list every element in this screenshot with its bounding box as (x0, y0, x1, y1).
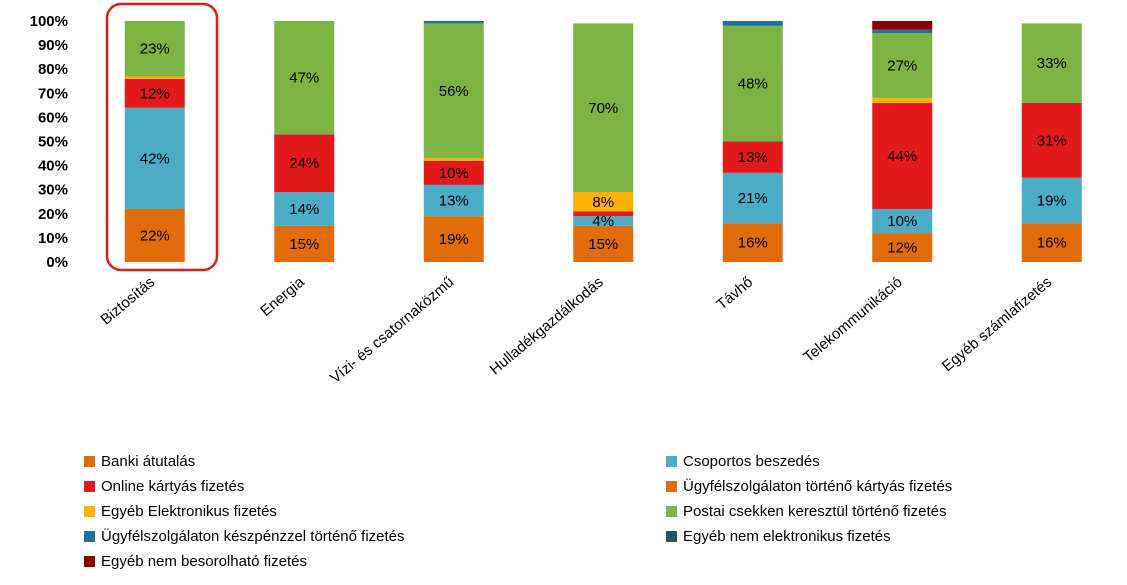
bar-segment (274, 21, 335, 135)
x-category-label: Egyéb számlafizetés (939, 274, 1055, 375)
y-tick-label: 80% (38, 61, 68, 78)
x-category-label: Távhő (713, 274, 756, 314)
y-tick-label: 40% (38, 158, 68, 175)
y-tick-label: 70% (38, 85, 68, 102)
bar-segment (124, 78, 185, 108)
bar-segment (423, 216, 484, 262)
data-label: 12% (887, 240, 917, 257)
data-label: 12% (140, 85, 170, 102)
bar-segment (1021, 23, 1082, 103)
bar-segment (722, 25, 783, 142)
data-label: 14% (289, 201, 319, 218)
data-label: 4% (592, 213, 614, 230)
data-label: 56% (439, 83, 469, 100)
y-tick-label: 0% (46, 254, 68, 271)
data-label: 19% (439, 231, 469, 248)
data-label: 44% (887, 148, 917, 165)
bar-segment (872, 98, 933, 103)
data-label: 42% (140, 150, 170, 167)
data-label: 22% (140, 227, 170, 244)
data-label: 13% (738, 149, 768, 166)
highlight-frame (105, 2, 219, 272)
y-tick-label: 50% (38, 134, 68, 151)
y-tick-label: 90% (38, 37, 68, 54)
data-label: 24% (289, 155, 319, 172)
bar-segment (722, 223, 783, 262)
data-label: 10% (439, 165, 469, 182)
bar-segment (124, 107, 185, 209)
bar-segment (423, 21, 484, 24)
data-label: 47% (289, 70, 319, 87)
y-tick-label: 60% (38, 109, 68, 126)
y-tick-label: 20% (38, 206, 68, 223)
bar-segment (1021, 223, 1082, 262)
x-category-label: Telekommunikáció (800, 274, 905, 366)
data-label: 13% (439, 193, 469, 210)
y-tick-label: 10% (38, 230, 68, 247)
bar-segment (872, 21, 933, 30)
bar-segment (573, 225, 634, 262)
bar-segment (872, 208, 933, 234)
bar-segment (124, 21, 185, 77)
bar-segment (1021, 102, 1082, 178)
bar-segment (872, 233, 933, 262)
bar-segment (423, 158, 484, 161)
data-label: 70% (588, 100, 618, 117)
x-category-label: Energia (257, 273, 308, 320)
bar-segment (573, 192, 634, 212)
data-label: 8% (592, 194, 614, 211)
bar-segment (872, 29, 933, 34)
bar-segment (274, 225, 335, 262)
data-label: 23% (140, 41, 170, 58)
bar-segment (124, 76, 185, 79)
data-label: 16% (1037, 235, 1067, 252)
bar-segment (1021, 177, 1082, 224)
bar-segment (872, 33, 933, 99)
y-tick-label: 30% (38, 182, 68, 199)
data-label: 31% (1037, 132, 1067, 149)
bar-segment (423, 160, 484, 185)
data-label: 15% (289, 236, 319, 253)
bar-segment (722, 21, 783, 26)
x-category-label: Hulladékgazdálkodás (487, 274, 607, 379)
data-label: 21% (738, 190, 768, 207)
data-label: 19% (1037, 193, 1067, 210)
data-label: 16% (738, 235, 768, 252)
x-category-label: Vízi- és csatornaközmű (327, 274, 457, 387)
bar-segment (573, 211, 634, 217)
bar-segment (573, 23, 634, 193)
bar-segment (274, 192, 335, 226)
data-label: 15% (588, 236, 618, 253)
y-tick-label: 100% (30, 13, 68, 30)
bar-segment (573, 216, 634, 226)
bar-segment (124, 208, 185, 262)
data-label: 10% (887, 213, 917, 230)
bar-segment (274, 134, 335, 193)
x-category-label: Biztosítás (98, 274, 159, 329)
bar-segment (722, 141, 783, 173)
bar-segment (722, 172, 783, 224)
bar-segment (872, 102, 933, 209)
data-label: 48% (738, 76, 768, 93)
data-label: 33% (1037, 55, 1067, 72)
bar-segment (423, 23, 484, 159)
bar-segment (423, 184, 484, 217)
data-label: 27% (887, 58, 917, 75)
